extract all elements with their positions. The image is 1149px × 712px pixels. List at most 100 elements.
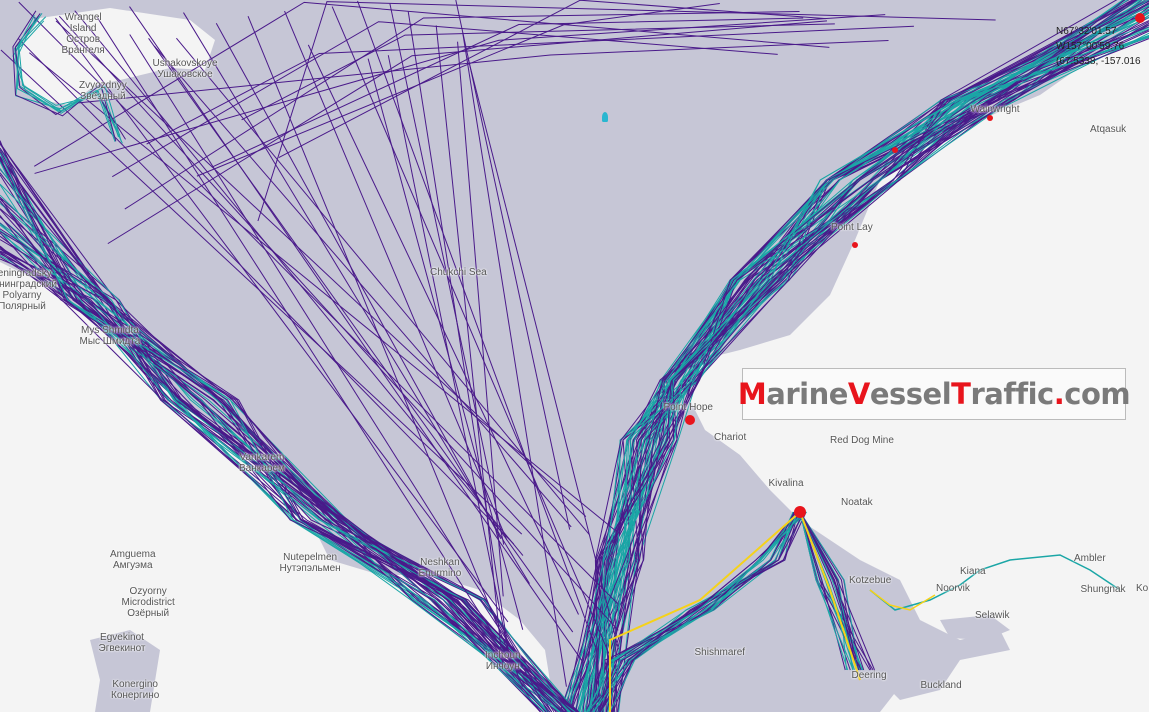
place-label-noatak: Noatak	[841, 497, 873, 508]
vessel-track	[146, 25, 914, 145]
cursor-coordinates: N67°32'01.57 W157°00'59.76 (67.5338, -15…	[1056, 24, 1141, 69]
vessel-track	[0, 232, 566, 712]
vessel-track	[799, 511, 851, 671]
vessel-track	[55, 17, 509, 623]
vessel-track	[18, 1, 619, 604]
vessel-track	[594, 16, 1149, 712]
place-label-line: Shishmaref	[694, 647, 746, 658]
place-label-line: Ленинградский	[0, 279, 57, 290]
vessel-track	[241, 23, 835, 121]
port-hotspot	[852, 242, 858, 248]
vessel-track	[0, 183, 576, 712]
place-label-zvezdnyy: Zvyozdnyy Звёздный	[79, 80, 127, 102]
vessel-track	[389, 3, 505, 545]
place-label-line: Konergino	[112, 679, 158, 690]
vessel-track	[183, 12, 530, 584]
vessel-track	[0, 253, 551, 712]
place-label-wainwright: Wainwright	[971, 104, 1020, 115]
logo-part: raffic	[970, 377, 1054, 411]
vessel-track	[0, 49, 523, 535]
logo-part: T	[951, 377, 971, 411]
high-density-track	[609, 511, 801, 712]
vessel-track	[585, 511, 794, 712]
logo-part: .	[1053, 377, 1065, 411]
vessel-track	[0, 246, 562, 712]
place-label-kotzebue: Kotzebue	[849, 575, 891, 586]
decimal-readout: (67.5338, -157.016	[1056, 56, 1141, 67]
place-label-wrangel: Wrangel Island Остров Вра́нгеля	[62, 12, 105, 56]
place-label-line: Kivalina	[768, 478, 804, 489]
vessel-track	[0, 161, 572, 712]
place-label-line: Wrangel	[64, 12, 102, 23]
vessel-track	[594, 511, 797, 712]
place-label-point-lay: Point Lay	[831, 222, 873, 233]
place-label-noorvik: Noorvik	[936, 583, 970, 594]
place-label-buckland: Buckland	[921, 680, 962, 691]
vessel-track	[96, 16, 519, 674]
vessel-track	[0, 202, 548, 712]
vessel-track	[29, 52, 617, 532]
chukotka-bay	[90, 630, 160, 712]
vessel-track	[575, 0, 1137, 712]
vessel-marker[interactable]	[602, 112, 608, 122]
vessel-track	[331, 6, 617, 672]
place-label-line: Остров	[66, 34, 101, 45]
port-hotspot	[685, 415, 695, 425]
vessel-track	[407, 11, 510, 654]
vessel-track	[567, 20, 1149, 712]
vessel-track	[579, 0, 1142, 712]
place-label-egvekinot: Egvekinot Эгвекинот	[99, 632, 146, 654]
place-label-line: Polyarny	[2, 290, 42, 301]
place-label-line: Point Hope	[663, 402, 713, 413]
vessel-track	[599, 511, 805, 712]
vessel-track	[799, 511, 849, 671]
selawik-lake	[940, 615, 1010, 640]
latitude-readout: N67°32'01.57	[1056, 26, 1117, 37]
vessel-track	[586, 511, 799, 712]
place-label-kobuk: Ko	[1136, 583, 1148, 594]
place-label-line: Амгуэма	[112, 560, 153, 571]
river-track	[869, 554, 1121, 611]
place-label-line: Vankarem	[239, 452, 285, 463]
vessel-track	[0, 147, 541, 712]
place-label-line: Leningradsky	[0, 268, 52, 279]
vessel-track	[124, 10, 800, 210]
place-label-line: Wainwright	[970, 104, 1020, 115]
vessel-track	[0, 156, 567, 712]
place-label-chariot: Chariot	[714, 432, 746, 443]
place-label-line: Ko	[1136, 583, 1149, 594]
place-label-line: Вра́нгеля	[61, 45, 105, 56]
vessel-track	[0, 168, 561, 712]
sea-label: Chukchi Sea	[430, 267, 487, 278]
vessel-track	[78, 39, 889, 104]
place-label-line: Island	[69, 23, 97, 34]
place-label-line: Noorvik	[936, 583, 970, 594]
place-label-line: Озёрный	[127, 608, 170, 619]
place-label-line: Microdistrict	[121, 597, 175, 608]
vessel-track	[176, 37, 590, 535]
vessel-track	[0, 224, 560, 712]
vessel-track	[565, 0, 1149, 712]
place-label-kiana: Kiana	[960, 566, 986, 577]
vessel-track	[0, 239, 549, 712]
high-density-track	[799, 511, 861, 681]
place-label-line: Kiana	[960, 566, 986, 577]
vessel-track	[367, 58, 524, 630]
vessel-track	[591, 0, 1138, 712]
place-label-line: Ambler	[1074, 553, 1106, 564]
vessel-track	[590, 26, 1149, 712]
place-label-line: Полярный	[0, 301, 46, 312]
vessel-track	[0, 147, 570, 712]
vessel-track	[455, 0, 571, 530]
vessel-track	[34, 14, 886, 174]
place-label-line: Buckland	[920, 680, 962, 691]
vessel-track	[129, 34, 539, 684]
vessel-track	[435, 25, 504, 667]
vessel-track	[799, 511, 863, 671]
place-label-konergino: Konergino Конергино	[111, 679, 159, 701]
place-label-line: Deering	[851, 670, 887, 681]
vessel-track	[112, 21, 778, 178]
vessel-track	[211, 17, 804, 168]
place-label-line: Selawik	[975, 610, 1010, 621]
